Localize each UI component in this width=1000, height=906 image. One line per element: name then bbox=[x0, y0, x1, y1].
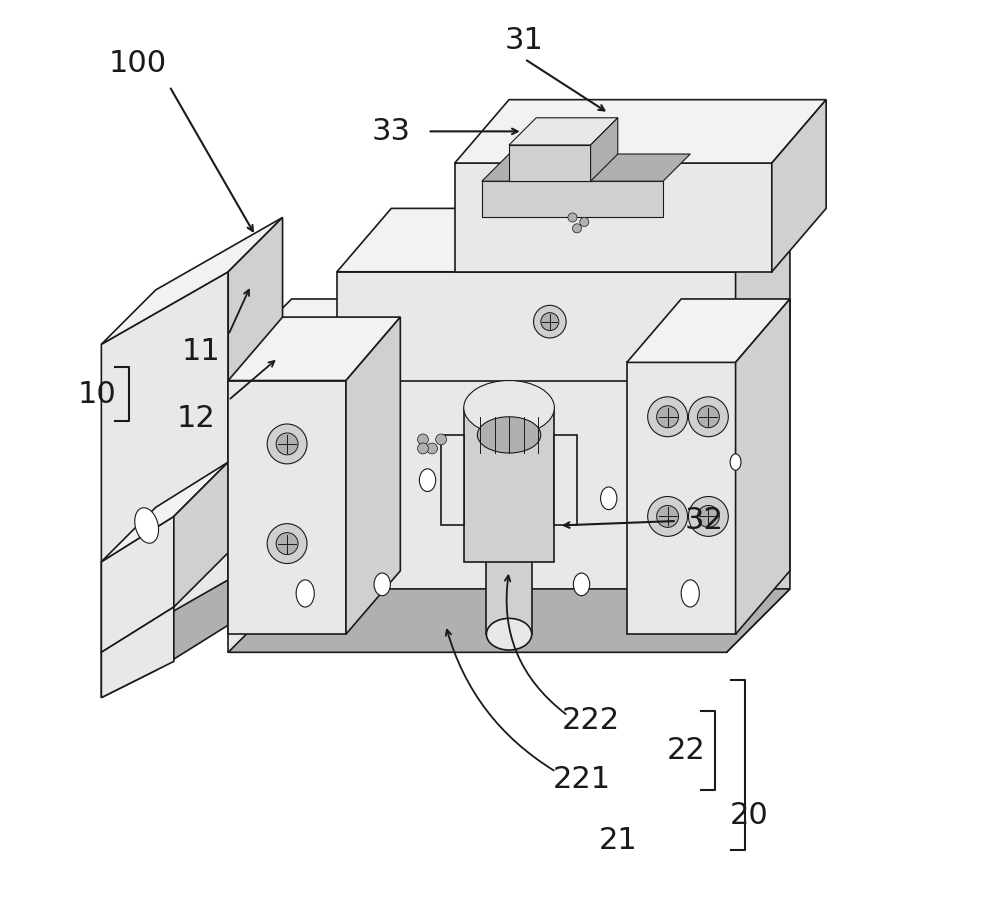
Polygon shape bbox=[486, 544, 532, 634]
Text: 11: 11 bbox=[182, 337, 220, 366]
Polygon shape bbox=[727, 299, 790, 652]
Circle shape bbox=[657, 406, 679, 428]
Circle shape bbox=[697, 406, 719, 428]
Circle shape bbox=[418, 443, 428, 454]
Polygon shape bbox=[101, 516, 174, 652]
Circle shape bbox=[648, 496, 688, 536]
Text: 21: 21 bbox=[598, 826, 637, 855]
Ellipse shape bbox=[374, 573, 390, 596]
Polygon shape bbox=[627, 362, 736, 634]
Circle shape bbox=[568, 213, 577, 222]
Text: 33: 33 bbox=[372, 117, 411, 146]
Ellipse shape bbox=[730, 454, 741, 470]
Polygon shape bbox=[101, 462, 228, 562]
Ellipse shape bbox=[477, 417, 541, 453]
Polygon shape bbox=[228, 299, 790, 362]
Circle shape bbox=[267, 424, 307, 464]
Polygon shape bbox=[174, 462, 228, 607]
Text: 31: 31 bbox=[505, 26, 544, 55]
Polygon shape bbox=[509, 145, 591, 181]
Polygon shape bbox=[228, 589, 790, 652]
Polygon shape bbox=[101, 580, 228, 698]
Circle shape bbox=[276, 433, 298, 455]
Polygon shape bbox=[509, 118, 618, 145]
Ellipse shape bbox=[681, 580, 699, 607]
Circle shape bbox=[267, 524, 307, 564]
Text: 10: 10 bbox=[77, 380, 116, 409]
Polygon shape bbox=[337, 272, 736, 381]
Polygon shape bbox=[228, 217, 283, 580]
Circle shape bbox=[534, 305, 566, 338]
Circle shape bbox=[541, 313, 559, 331]
Circle shape bbox=[418, 434, 428, 445]
Polygon shape bbox=[455, 163, 772, 272]
Polygon shape bbox=[591, 118, 618, 181]
Text: 221: 221 bbox=[552, 765, 611, 794]
Polygon shape bbox=[736, 208, 790, 381]
Circle shape bbox=[436, 434, 447, 445]
Circle shape bbox=[572, 224, 582, 233]
Circle shape bbox=[580, 217, 589, 226]
Circle shape bbox=[427, 443, 437, 454]
Circle shape bbox=[688, 496, 728, 536]
Ellipse shape bbox=[135, 507, 159, 544]
Polygon shape bbox=[482, 181, 663, 217]
Ellipse shape bbox=[296, 580, 314, 607]
Circle shape bbox=[688, 397, 728, 437]
Polygon shape bbox=[101, 217, 283, 344]
Text: 222: 222 bbox=[562, 706, 620, 735]
Polygon shape bbox=[337, 208, 790, 272]
Ellipse shape bbox=[573, 573, 590, 596]
Polygon shape bbox=[554, 435, 577, 525]
Circle shape bbox=[648, 397, 688, 437]
Ellipse shape bbox=[419, 469, 436, 491]
Polygon shape bbox=[627, 299, 790, 362]
Polygon shape bbox=[455, 100, 826, 163]
Ellipse shape bbox=[601, 487, 617, 509]
Polygon shape bbox=[772, 100, 826, 272]
Polygon shape bbox=[228, 317, 400, 381]
Polygon shape bbox=[482, 154, 690, 181]
Polygon shape bbox=[101, 607, 174, 698]
Polygon shape bbox=[736, 299, 790, 634]
Polygon shape bbox=[464, 408, 554, 562]
Polygon shape bbox=[346, 317, 400, 634]
Polygon shape bbox=[228, 362, 727, 652]
Polygon shape bbox=[228, 381, 346, 634]
Ellipse shape bbox=[486, 618, 532, 651]
Text: 32: 32 bbox=[684, 506, 723, 535]
Ellipse shape bbox=[464, 381, 554, 435]
Circle shape bbox=[697, 506, 719, 527]
Text: 100: 100 bbox=[109, 49, 167, 78]
Polygon shape bbox=[441, 435, 464, 525]
Circle shape bbox=[276, 533, 298, 554]
Text: 20: 20 bbox=[730, 801, 769, 830]
Text: 22: 22 bbox=[666, 736, 705, 765]
Polygon shape bbox=[101, 272, 228, 652]
Circle shape bbox=[657, 506, 679, 527]
Text: 12: 12 bbox=[177, 404, 216, 433]
